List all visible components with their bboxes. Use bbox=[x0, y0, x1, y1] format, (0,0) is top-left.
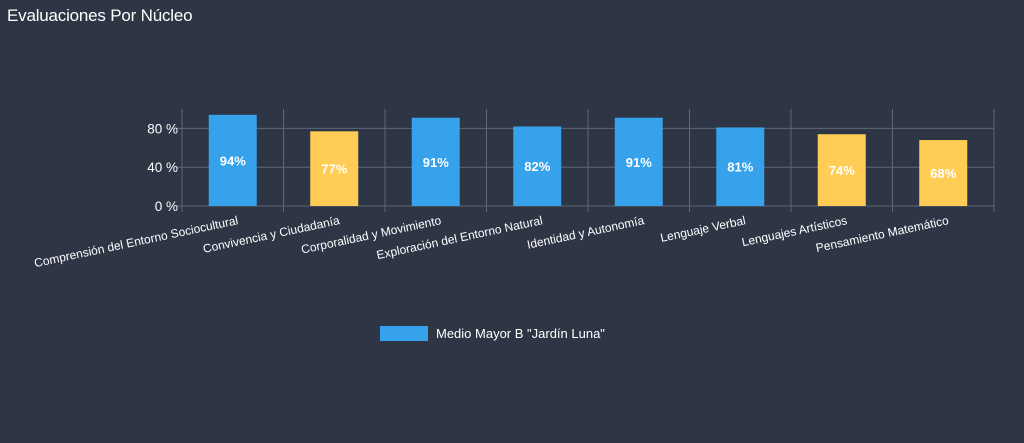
chart-grid bbox=[176, 109, 995, 212]
bar-value-label: 81% bbox=[727, 160, 753, 175]
bar-1[interactable] bbox=[208, 114, 257, 206]
bar-2[interactable] bbox=[310, 131, 359, 206]
bar-5[interactable] bbox=[614, 117, 663, 206]
bar-value-label: 77% bbox=[321, 162, 347, 177]
bar-value-label: 91% bbox=[626, 155, 652, 170]
chart-legend[interactable]: Medio Mayor B "Jardín Luna" bbox=[380, 326, 605, 341]
legend-label: Medio Mayor B "Jardín Luna" bbox=[436, 326, 605, 341]
bar-8[interactable] bbox=[919, 140, 968, 206]
bar-4[interactable] bbox=[513, 126, 562, 206]
chart-title: Evaluaciones Por Núcleo bbox=[7, 6, 193, 25]
bar-7[interactable] bbox=[817, 134, 866, 206]
bar-3[interactable] bbox=[411, 117, 460, 206]
bar-6[interactable] bbox=[716, 127, 765, 206]
bar-value-label: 74% bbox=[829, 163, 855, 178]
x-axis-labels: Comprensión del Entorno SocioculturalCon… bbox=[33, 213, 950, 270]
y-axis-ticks: 0 % 40 % 80 % bbox=[147, 121, 178, 214]
chart-bars bbox=[208, 114, 968, 206]
x-tick-label: Identidad y Autonomía bbox=[526, 213, 646, 252]
y-tick-label: 40 % bbox=[147, 160, 178, 175]
bar-value-label: 82% bbox=[524, 159, 550, 174]
bar-value-label: 91% bbox=[423, 155, 449, 170]
legend-swatch bbox=[380, 326, 428, 341]
y-tick-label: 80 % bbox=[147, 121, 178, 136]
data-labels: 94% 77% 91% 82% 91% 81% 74% 68% bbox=[220, 153, 957, 181]
bar-value-label: 68% bbox=[930, 166, 956, 181]
x-tick-label: Lenguaje Verbal bbox=[659, 213, 747, 245]
y-tick-label: 0 % bbox=[155, 199, 178, 214]
bar-value-label: 94% bbox=[220, 153, 246, 168]
